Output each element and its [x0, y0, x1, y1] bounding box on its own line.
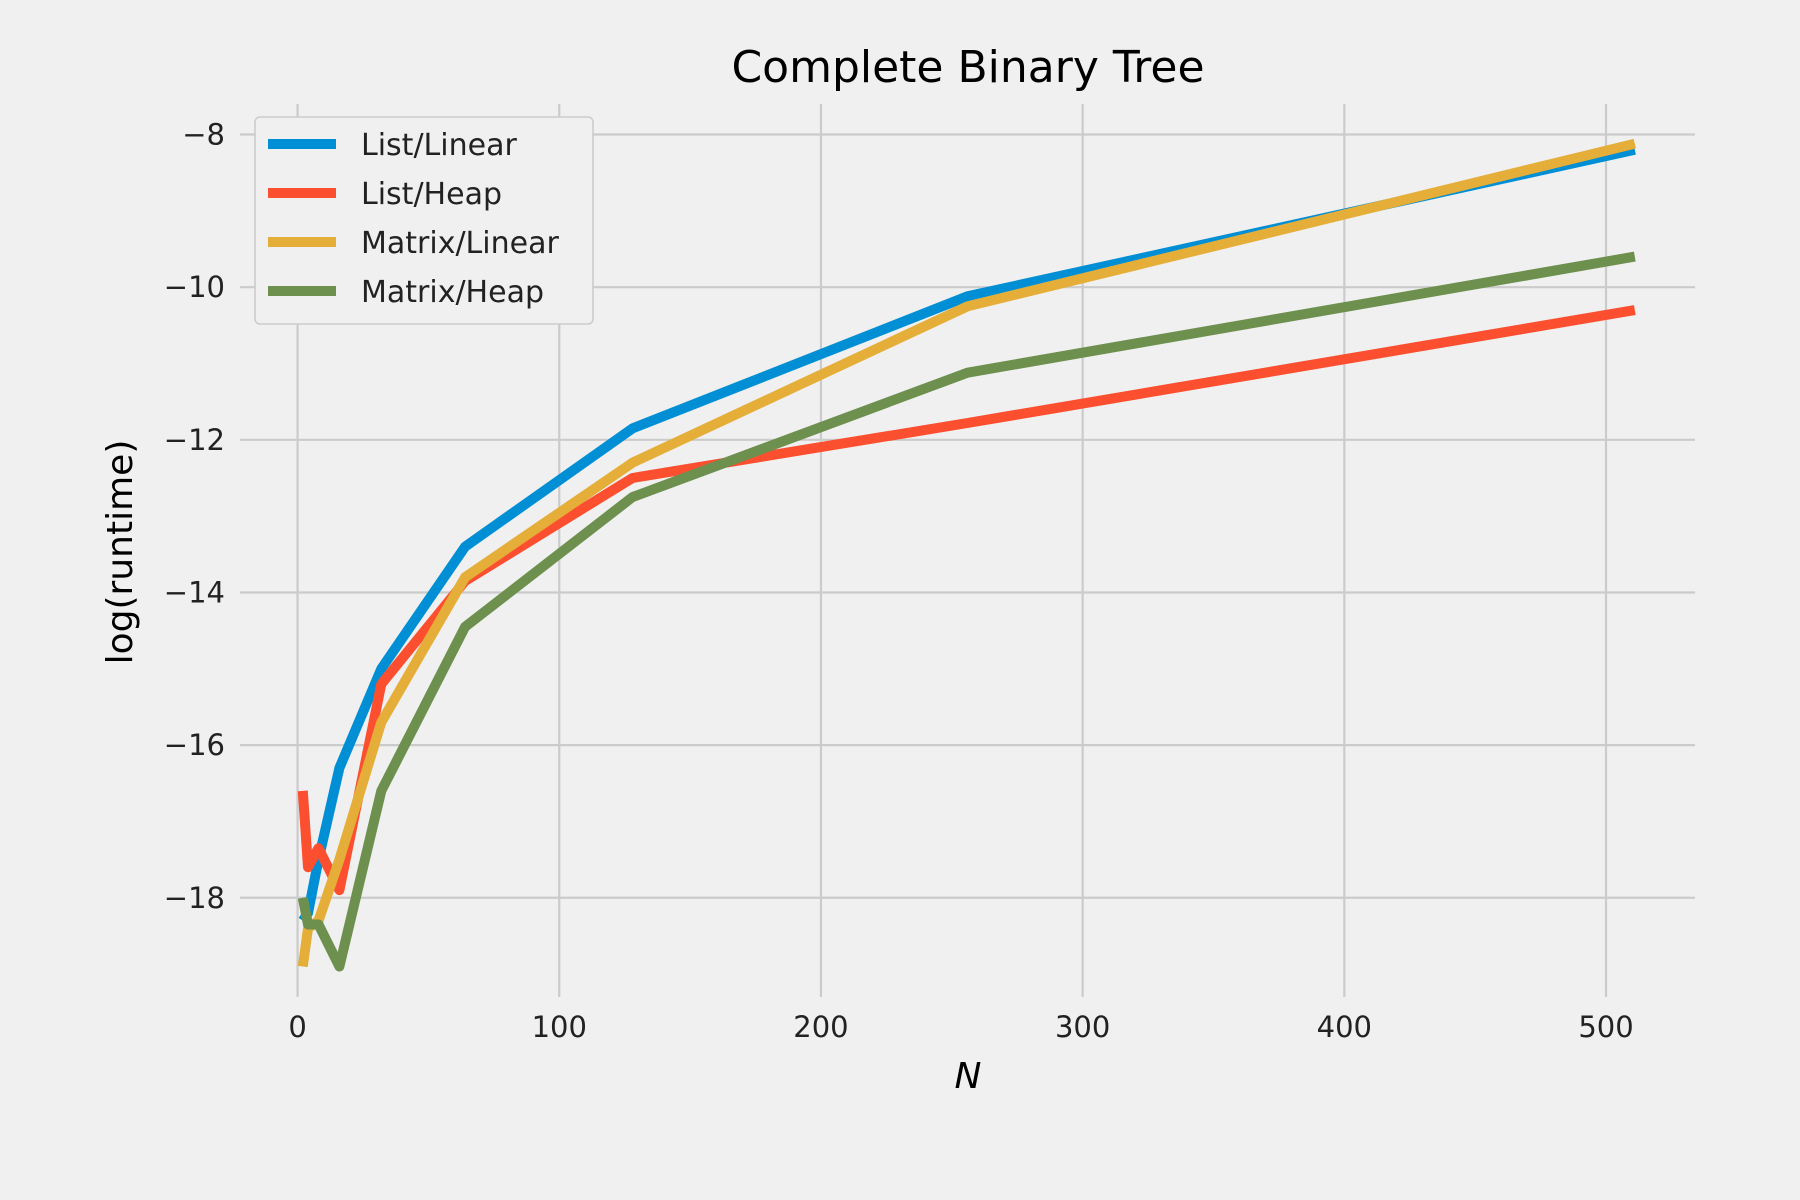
legend-label: Matrix/Linear — [361, 226, 559, 261]
legend-label: List/Linear — [361, 128, 517, 163]
series-line-list-heap — [297, 305, 1636, 896]
x-tick-label: 100 — [532, 1010, 587, 1044]
x-tick-label: 300 — [1055, 1010, 1110, 1044]
y-tick-label: −8 — [182, 118, 225, 152]
x-axis-label: N — [955, 1056, 982, 1097]
y-axis-label: log(runtime) — [100, 440, 141, 665]
legend-box — [254, 116, 594, 325]
series-line-matrix-heap — [297, 251, 1636, 972]
series-line-list-linear — [298, 144, 1636, 924]
y-tick-label: −18 — [164, 881, 225, 915]
y-tick-label: −14 — [164, 575, 225, 609]
x-tick-label: 400 — [1317, 1010, 1372, 1044]
y-tick-label: −12 — [164, 423, 225, 457]
chart-title: Complete Binary Tree — [731, 42, 1204, 93]
y-tick-label: −10 — [164, 270, 225, 304]
plot-series — [297, 138, 1636, 972]
x-tick-label: 0 — [288, 1010, 306, 1044]
x-tick-label: 500 — [1578, 1010, 1633, 1044]
tick-labels: 0 100 200 300 400 500 −8 −10 −12 −14 −16 −18 — [164, 118, 1634, 1044]
y-tick-label: −16 — [164, 728, 225, 762]
legend: List/Linear List/Heap Matrix/Linear Matrix/… — [254, 116, 594, 325]
legend-label: Matrix/Heap — [361, 275, 544, 310]
x-tick-label: 200 — [793, 1010, 848, 1044]
legend-label: List/Heap — [361, 177, 502, 212]
